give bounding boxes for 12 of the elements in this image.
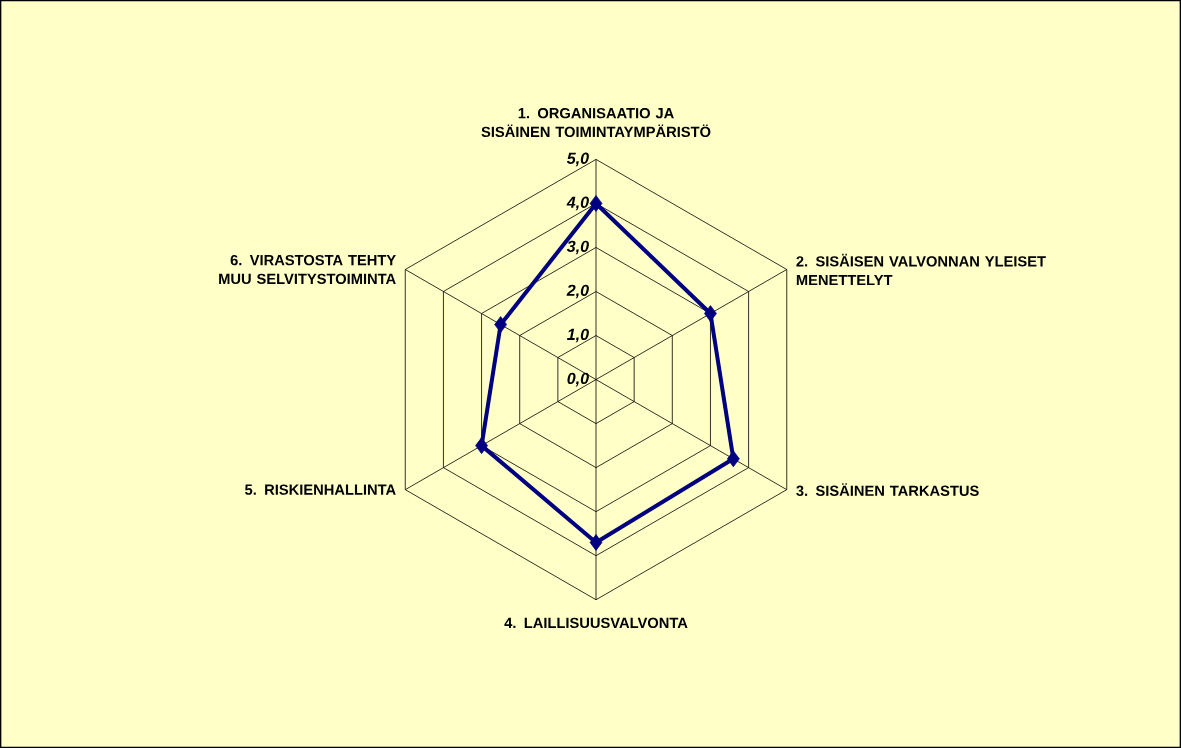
spoke-label: 6. VIRASTOSTA TEHTY MUU SELVITYSTOIMINTA [219, 254, 396, 284]
y-tick-label: 2,0 [566, 284, 589, 299]
y-tick-label: 5,0 [566, 152, 589, 167]
y-tick-label: 3,0 [566, 240, 589, 255]
spoke-label: 1. ORGANISAATIO JA SISÄINEN TOIMINTAYMPÄRISTÖ [481, 107, 711, 138]
spoke-label: 4. LAILLISUUSVALVONTA [504, 617, 688, 629]
y-tick-label: 1,0 [567, 328, 589, 343]
spoke-label: 3. SISÄINEN TARKASTUS [796, 483, 979, 496]
spoke-label: 5. RISKIENHALLINTA [245, 484, 396, 495]
y-tick-label: 0,0 [567, 372, 589, 387]
spoke-label: 2. SISÄISEN VALVONNAN YLEISET MENETTELYT [796, 253, 1046, 286]
y-tick-label: 4,0 [566, 196, 589, 211]
